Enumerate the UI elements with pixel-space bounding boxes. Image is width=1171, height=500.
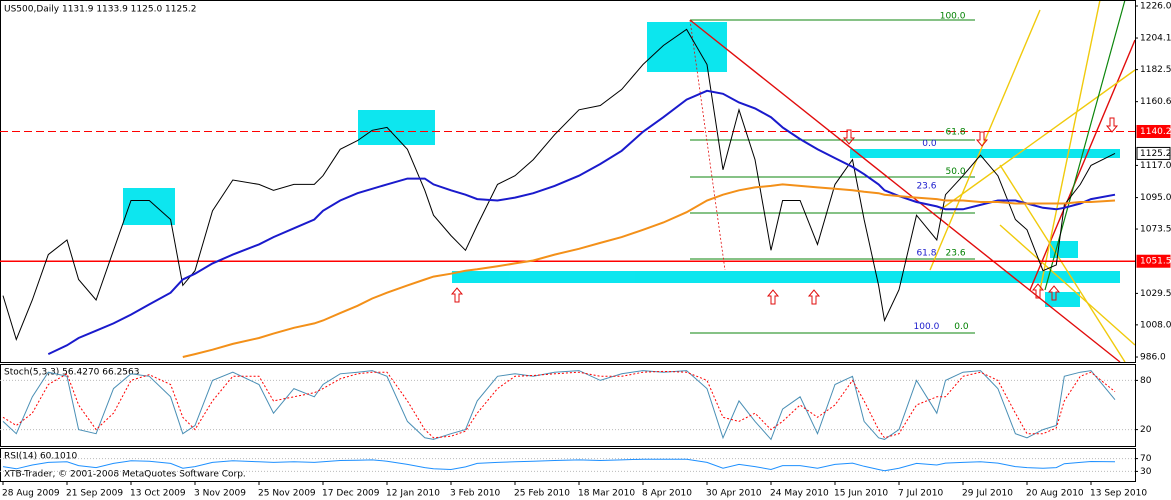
y-tick-label: 70 — [1140, 454, 1152, 464]
x-tick-label: 13 Sep 2010 — [1090, 489, 1147, 499]
zone-box — [452, 271, 1120, 283]
y-tick-label: 20 — [1140, 425, 1152, 435]
level-tag — [1136, 146, 1171, 160]
annotation: 23.6 — [946, 249, 966, 259]
analysis-drawings — [123, 0, 1136, 363]
annotation: 0.0 — [922, 139, 937, 149]
y-tick-label: 1182.5 — [1140, 65, 1171, 75]
x-tick-label: 20 Aug 2010 — [1026, 489, 1084, 499]
y-tick-label: 986.0 — [1140, 353, 1166, 363]
zone-box — [358, 110, 435, 145]
arrows — [450, 117, 1119, 305]
y-tick-label: 1117.0 — [1140, 161, 1171, 171]
annotation: 50.0 — [946, 167, 966, 177]
stoch-panel — [0, 364, 1136, 447]
x-tick-label: 15 Jun 2010 — [834, 489, 888, 499]
fib-lines — [690, 19, 975, 334]
x-tick-label: 7 Jul 2010 — [898, 489, 943, 499]
level-label: 1140.2 — [1140, 127, 1171, 137]
series-line — [182, 183, 1116, 358]
x-tick-label: 12 Jan 2010 — [386, 489, 440, 499]
annotation: 23.6 — [916, 181, 936, 191]
trend-lines — [1044, 0, 1126, 291]
y-tick-label: 1008.0 — [1140, 320, 1171, 330]
x-tick-label: 28 Aug 2009 — [2, 489, 60, 499]
series-line — [2, 28, 1116, 341]
y-tick-label: 1226.0 — [1140, 1, 1171, 11]
x-tick-label: 30 Apr 2010 — [706, 489, 762, 499]
level-label: 1051.5 — [1140, 257, 1171, 267]
stoch-title: Stoch(5,3,3) 56.4270 66.2563 — [4, 368, 139, 378]
zone-box — [850, 149, 1120, 158]
y-tick-label: 80 — [1140, 376, 1152, 386]
trend-lines — [689, 19, 1136, 363]
y-tick-label: 1073.5 — [1140, 225, 1171, 235]
footer: XTB-Trader, © 2001-2008 MetaQuotes Softw… — [4, 470, 246, 480]
x-tick-label: 17 Dec 2009 — [322, 489, 380, 499]
annotation: 100.0 — [940, 12, 966, 22]
y-tick-label: 1029.5 — [1140, 289, 1171, 299]
zone-box — [123, 188, 175, 225]
annotation: 0.0 — [954, 322, 969, 332]
annotation: 61.8 — [916, 249, 936, 259]
x-tick-label: 21 Sep 2009 — [66, 489, 123, 499]
level-label: 1125.2 — [1140, 149, 1171, 159]
x-tick-label: 8 Apr 2010 — [642, 489, 692, 499]
zone-box — [1045, 292, 1080, 307]
x-tick-label: 3 Nov 2009 — [194, 489, 246, 499]
series-line — [47, 89, 1116, 356]
series-line — [2, 458, 1116, 472]
y-tick-label: 1095.0 — [1140, 193, 1171, 203]
x-tick-label: 25 Feb 2010 — [514, 489, 570, 499]
annotation: 100.0 — [914, 322, 940, 332]
chart-title: US500,Daily 1131.9 1133.9 1125.0 1125.2 — [4, 5, 197, 15]
rsi-title: RSI(14) 60.1010 — [4, 452, 77, 462]
level-tag — [1136, 254, 1171, 268]
main-panel — [0, 0, 1136, 363]
x-tick-label: 24 May 2010 — [770, 489, 829, 499]
level-tag — [1136, 124, 1171, 138]
x-tick-label: 13 Oct 2009 — [130, 489, 186, 499]
x-tick-label: 29 Jul 2010 — [962, 489, 1013, 499]
rsi-panel — [0, 448, 1136, 482]
series-line — [2, 370, 1116, 439]
y-tick-label: 1160.6 — [1140, 97, 1171, 107]
x-tick-label: 18 Mar 2010 — [578, 489, 635, 499]
series-line — [2, 370, 1116, 441]
x-tick-label: 25 Nov 2009 — [258, 489, 316, 499]
y-tick-label: 30 — [1140, 467, 1152, 477]
annotation: 61.8 — [946, 127, 966, 137]
x-tick-label: 3 Feb 2010 — [450, 489, 501, 499]
y-tick-label: 1204.1 — [1140, 34, 1171, 44]
